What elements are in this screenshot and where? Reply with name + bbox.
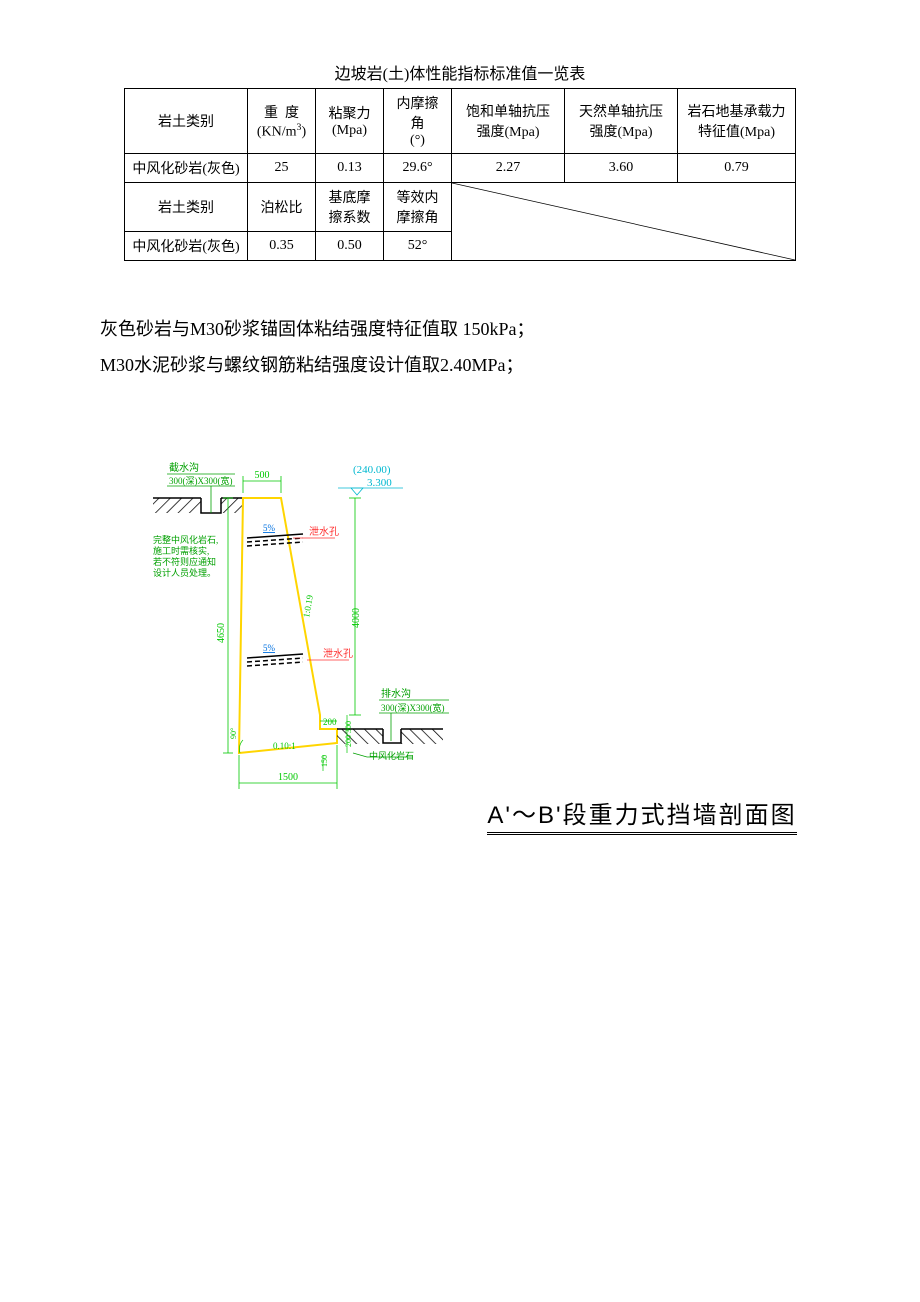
table-cell: 29.6° <box>384 154 452 183</box>
cross-section-diagram: 截水沟300(深)X300(宽)500(240.00)3.3005%5%泄水孔泄… <box>100 443 820 835</box>
header-sat-strength: 饱和单轴抗压强度(Mpa) <box>452 89 565 154</box>
svg-text:完整中风化岩石,施工时需核实,若不符则应通知设计人员处理。: 完整中风化岩石,施工时需核实,若不符则应通知设计人员处理。 <box>153 534 218 578</box>
svg-text:截水沟: 截水沟 <box>169 461 199 474</box>
table-cell: 0.13 <box>316 154 384 183</box>
table-cell: 0.50 <box>316 232 384 261</box>
rock-properties-table: 岩土类别 重 度(KN/m3) 粘聚力(Mpa) 内摩擦角(°) 饱和单轴抗压强… <box>124 88 796 261</box>
svg-text:1500: 1500 <box>278 772 298 783</box>
header-bearing: 岩石地基承载力特征值(Mpa) <box>678 89 796 154</box>
header-density: 重 度(KN/m3) <box>248 89 316 154</box>
diagonal-empty-cell <box>452 183 796 261</box>
svg-text:泄水孔: 泄水孔 <box>309 525 339 538</box>
header-rocktype: 岩土类别 <box>125 89 248 154</box>
svg-text:200: 200 <box>344 735 353 747</box>
table-cell: 0.79 <box>678 154 796 183</box>
svg-text:1:0.19: 1:0.19 <box>302 594 316 619</box>
table-cell: 0.35 <box>248 232 316 261</box>
svg-text:90°: 90° <box>229 728 238 739</box>
svg-text:300(深)X300(宽): 300(深)X300(宽) <box>169 475 233 486</box>
table-title: 边坡岩(土)体性能指标标准值一览表 <box>100 60 820 84</box>
table-cell: 中风化砂岩(灰色) <box>125 154 248 183</box>
svg-text:500: 500 <box>255 470 270 481</box>
header-base-friction: 基底摩擦系数 <box>316 183 384 232</box>
svg-text:(240.00): (240.00) <box>353 464 391 476</box>
footnote-line: 灰色砂岩与M30砂浆锚固体粘结强度特征值取 150kPa； <box>100 311 820 347</box>
svg-text:300(深)X300(宽): 300(深)X300(宽) <box>381 702 445 713</box>
svg-text:5%: 5% <box>263 643 276 653</box>
svg-text:300: 300 <box>344 721 353 733</box>
table-cell: 52° <box>384 232 452 261</box>
table-cell: 2.27 <box>452 154 565 183</box>
svg-text:0.10:1: 0.10:1 <box>273 741 296 751</box>
svg-text:4650: 4650 <box>216 623 227 643</box>
table-cell: 中风化砂岩(灰色) <box>125 232 248 261</box>
svg-text:泄水孔: 泄水孔 <box>323 647 353 660</box>
svg-text:200: 200 <box>323 717 337 727</box>
header-cohesion: 粘聚力(Mpa) <box>316 89 384 154</box>
svg-text:排水沟: 排水沟 <box>381 687 411 700</box>
header-rocktype2: 岩土类别 <box>125 183 248 232</box>
footnote-line: M30水泥砂浆与螺纹钢筋粘结强度设计值取2.40MPa； <box>100 347 820 383</box>
svg-text:3.300: 3.300 <box>367 477 392 489</box>
header-equiv-friction: 等效内摩擦角 <box>384 183 452 232</box>
table-cell: 25 <box>248 154 316 183</box>
header-poisson: 泊松比 <box>248 183 316 232</box>
table-cell: 3.60 <box>565 154 678 183</box>
svg-text:150: 150 <box>320 755 329 767</box>
svg-text:中风化岩石: 中风化岩石 <box>369 750 414 761</box>
footnote-block: 灰色砂岩与M30砂浆锚固体粘结强度特征值取 150kPa； M30水泥砂浆与螺纹… <box>100 311 820 383</box>
diagram-caption: A'～B'段重力式挡墙剖面图 <box>487 795 796 835</box>
svg-text:4000: 4000 <box>351 608 362 628</box>
svg-text:5%: 5% <box>263 523 276 533</box>
header-nat-strength: 天然单轴抗压强度(Mpa) <box>565 89 678 154</box>
header-friction-angle: 内摩擦角(°) <box>384 89 452 154</box>
